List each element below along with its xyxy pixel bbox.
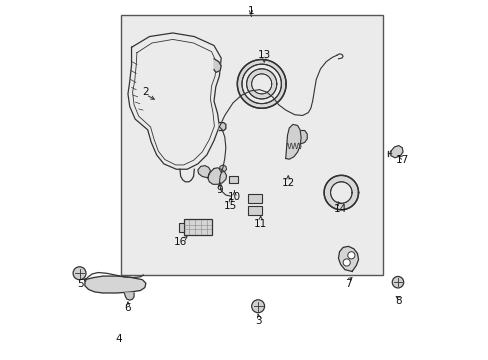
- Text: 2: 2: [142, 87, 149, 97]
- Text: 14: 14: [333, 204, 346, 215]
- FancyBboxPatch shape: [247, 194, 261, 203]
- Polygon shape: [85, 276, 145, 293]
- Circle shape: [391, 276, 403, 288]
- FancyBboxPatch shape: [121, 15, 382, 275]
- Polygon shape: [207, 168, 226, 184]
- Polygon shape: [246, 69, 276, 99]
- Text: 15: 15: [224, 201, 237, 211]
- Text: 10: 10: [227, 192, 241, 202]
- Text: 1: 1: [247, 6, 254, 16]
- Polygon shape: [219, 165, 226, 172]
- Circle shape: [343, 259, 349, 266]
- Polygon shape: [338, 246, 358, 271]
- Polygon shape: [285, 125, 301, 159]
- Polygon shape: [198, 166, 210, 178]
- Text: 9: 9: [216, 185, 223, 195]
- Text: 17: 17: [395, 155, 408, 165]
- Polygon shape: [124, 293, 134, 300]
- Text: 4: 4: [115, 333, 122, 343]
- Polygon shape: [251, 74, 271, 94]
- Text: 5: 5: [77, 279, 83, 289]
- Text: 13: 13: [257, 50, 270, 60]
- Text: 8: 8: [395, 296, 401, 306]
- Polygon shape: [330, 182, 351, 203]
- FancyBboxPatch shape: [183, 220, 211, 234]
- Text: 7: 7: [345, 279, 351, 289]
- Polygon shape: [214, 59, 221, 72]
- Text: 6: 6: [124, 303, 131, 314]
- FancyBboxPatch shape: [179, 223, 183, 231]
- Circle shape: [73, 267, 86, 280]
- Circle shape: [251, 300, 264, 313]
- Polygon shape: [219, 123, 225, 131]
- Text: 11: 11: [253, 219, 267, 229]
- Text: 3: 3: [255, 316, 262, 325]
- Text: 16: 16: [174, 237, 187, 247]
- Polygon shape: [324, 175, 358, 210]
- Circle shape: [347, 252, 354, 259]
- Text: 12: 12: [281, 178, 294, 188]
- Polygon shape: [237, 59, 285, 108]
- FancyBboxPatch shape: [229, 176, 238, 183]
- Polygon shape: [242, 64, 281, 104]
- Polygon shape: [300, 131, 306, 144]
- FancyBboxPatch shape: [247, 206, 261, 215]
- Polygon shape: [390, 145, 402, 158]
